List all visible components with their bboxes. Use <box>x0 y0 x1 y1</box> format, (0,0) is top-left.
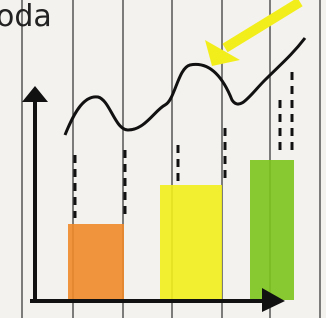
green-bar <box>250 160 294 300</box>
orange-bar <box>68 224 124 300</box>
drawing: oda <box>0 0 326 318</box>
caption: oda <box>0 0 52 34</box>
yellow-bar <box>160 185 222 300</box>
page: oda (() => { const data = JSON.parse(doc… <box>0 0 326 318</box>
